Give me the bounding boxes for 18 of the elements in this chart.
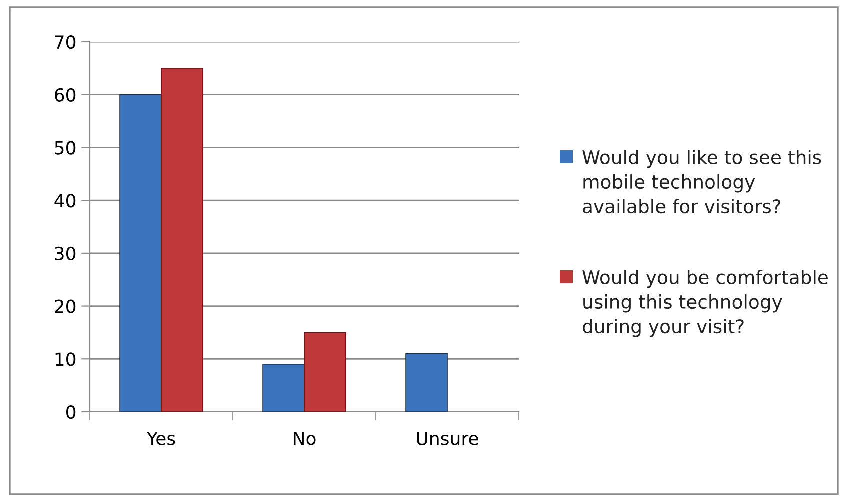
x-tick-label: Unsure bbox=[417, 432, 478, 446]
legend-label: Would you be comfortable using this technology during your visit? bbox=[582, 270, 828, 338]
y-tick-label: 0 bbox=[66, 405, 76, 420]
bar bbox=[262, 364, 305, 412]
bar bbox=[161, 68, 204, 412]
x-tick-label: No bbox=[294, 432, 316, 446]
bar bbox=[120, 94, 162, 412]
y-tick-label: 20 bbox=[55, 300, 76, 314]
y-tick-label: 50 bbox=[55, 141, 76, 155]
bar bbox=[304, 332, 346, 412]
y-tick-label: 10 bbox=[56, 352, 76, 366]
legend-label: Would you like to see this mobile technology available for visitors? bbox=[582, 150, 822, 214]
y-tick-label: 30 bbox=[55, 246, 76, 261]
y-tick-label: 40 bbox=[54, 194, 76, 208]
y-tick-label: 70 bbox=[55, 35, 76, 50]
x-tick-label: Yes bbox=[146, 432, 176, 446]
bar bbox=[406, 353, 448, 412]
y-tick-label: 60 bbox=[55, 88, 76, 102]
